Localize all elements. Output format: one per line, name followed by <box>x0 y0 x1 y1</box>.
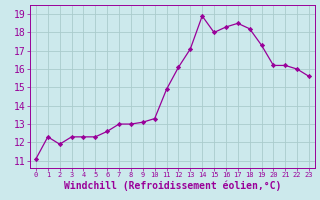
X-axis label: Windchill (Refroidissement éolien,°C): Windchill (Refroidissement éolien,°C) <box>64 181 281 191</box>
